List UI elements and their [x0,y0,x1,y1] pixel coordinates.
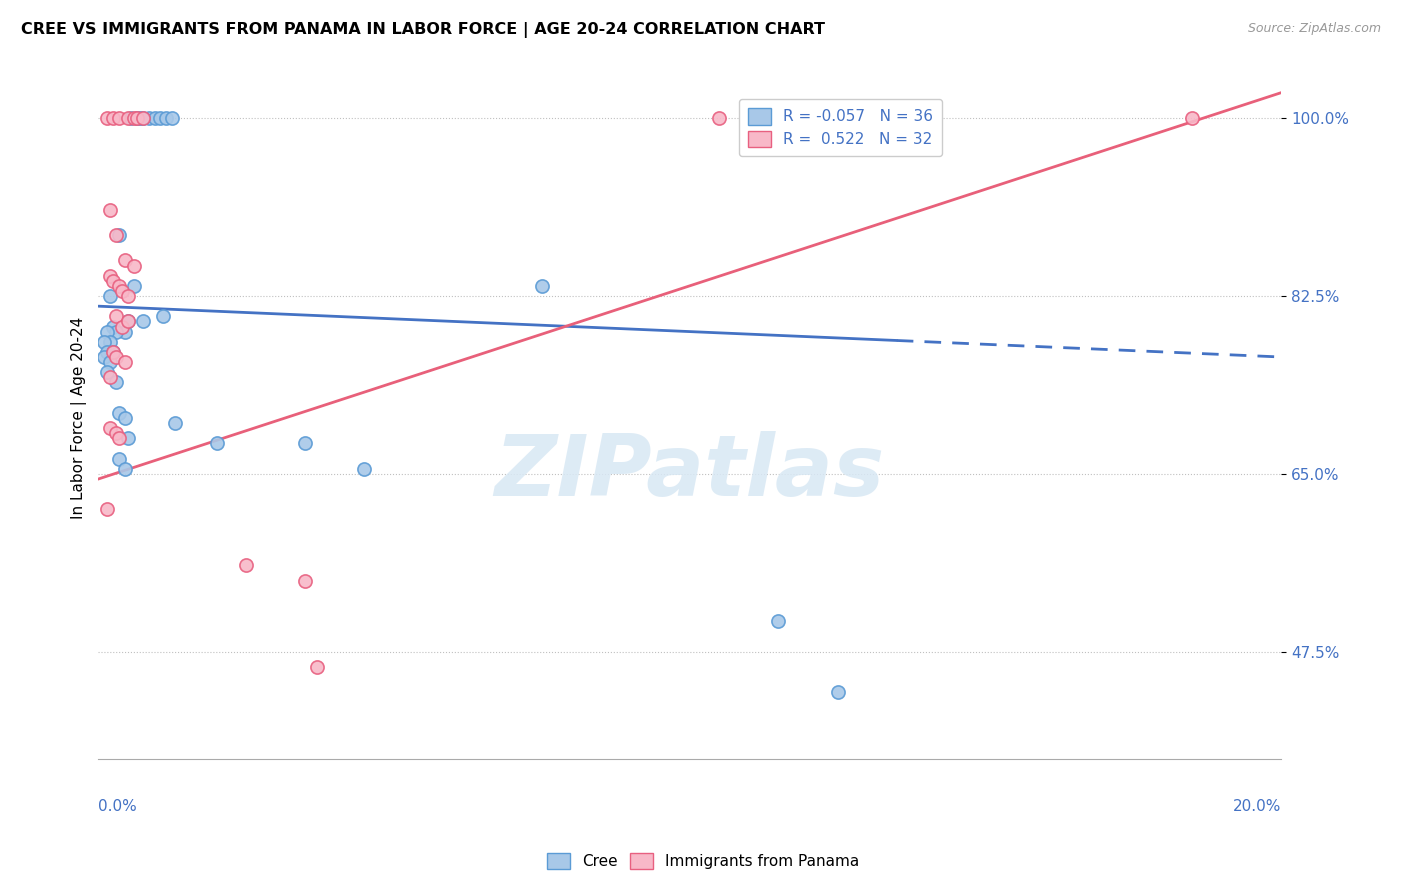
Point [149,111,172,125]
Point [125,111,148,125]
Point [827,685,849,699]
Point [98,334,121,349]
Text: ZIPatlas: ZIPatlas [495,431,884,514]
Point [122,259,145,273]
Text: 0.0%: 0.0% [98,799,138,814]
Point [117,431,139,445]
Point [105,350,128,364]
Point [108,278,131,293]
Point [105,227,128,242]
Point [117,289,139,303]
Point [101,345,124,359]
Point [235,558,257,573]
Point [108,227,131,242]
Point [155,111,177,125]
Point [114,325,136,339]
Point [101,111,124,125]
Point [114,355,136,369]
Point [353,462,375,476]
Point [165,416,187,430]
Legend: Cree, Immigrants from Panama: Cree, Immigrants from Panama [541,847,865,875]
Point [105,376,128,390]
Point [307,660,329,674]
Point [117,111,139,125]
Point [1181,111,1204,125]
Point [117,314,139,328]
Point [93,334,115,349]
Y-axis label: In Labor Force | Age 20-24: In Labor Force | Age 20-24 [72,317,87,519]
Point [294,574,316,588]
Point [98,355,121,369]
Point [768,615,790,629]
Point [138,111,160,125]
Point [120,111,142,125]
Point [96,345,118,359]
Point [96,111,118,125]
Point [96,325,118,339]
Point [108,431,131,445]
Point [294,436,316,450]
Point [98,268,121,283]
Point [98,289,121,303]
Point [108,451,131,466]
Text: CREE VS IMMIGRANTS FROM PANAMA IN LABOR FORCE | AGE 20-24 CORRELATION CHART: CREE VS IMMIGRANTS FROM PANAMA IN LABOR … [21,22,825,38]
Point [128,111,150,125]
Point [98,421,121,435]
Point [114,411,136,425]
Point [131,111,153,125]
Text: Source: ZipAtlas.com: Source: ZipAtlas.com [1247,22,1381,36]
Point [131,314,153,328]
Point [108,406,131,420]
Point [122,111,145,125]
Point [114,253,136,268]
Point [131,111,153,125]
Point [205,436,228,450]
Point [117,314,139,328]
Point [93,350,115,364]
Point [125,111,148,125]
Point [122,278,145,293]
Point [96,502,118,516]
Point [111,284,134,298]
Point [162,111,184,125]
Point [96,365,118,379]
Legend: R = -0.057   N = 36, R =  0.522   N = 32: R = -0.057 N = 36, R = 0.522 N = 32 [738,99,942,156]
Point [111,319,134,334]
Point [114,462,136,476]
Point [108,111,131,125]
Point [98,202,121,217]
Point [105,325,128,339]
Point [105,310,128,324]
Point [101,345,124,359]
Point [105,426,128,441]
Point [101,319,124,334]
Text: 20.0%: 20.0% [1233,799,1281,814]
Point [709,111,731,125]
Point [530,278,553,293]
Point [101,274,124,288]
Point [143,111,166,125]
Point [98,370,121,384]
Point [152,310,174,324]
